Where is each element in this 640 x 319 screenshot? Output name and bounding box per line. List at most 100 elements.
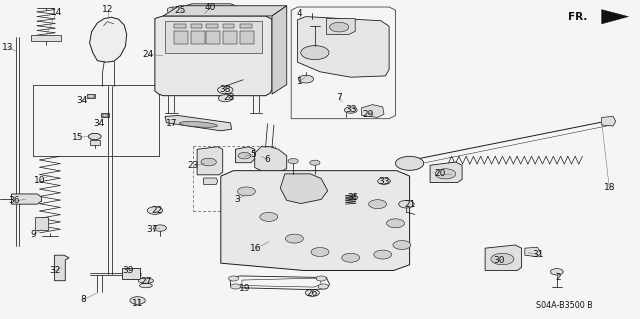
Circle shape	[491, 253, 514, 265]
Circle shape	[230, 284, 241, 289]
Text: 12: 12	[102, 5, 113, 14]
Bar	[223, 24, 234, 28]
Polygon shape	[186, 4, 236, 13]
Polygon shape	[12, 194, 42, 204]
Circle shape	[218, 95, 232, 102]
Text: 7: 7	[337, 93, 342, 102]
Polygon shape	[485, 245, 522, 271]
Bar	[240, 24, 252, 28]
Text: 32: 32	[49, 266, 61, 275]
Polygon shape	[197, 147, 223, 175]
Text: 35: 35	[348, 193, 359, 202]
Text: 10: 10	[34, 176, 45, 185]
Circle shape	[318, 284, 328, 289]
Text: 21: 21	[404, 200, 415, 209]
Circle shape	[237, 187, 255, 196]
Circle shape	[238, 152, 251, 159]
Polygon shape	[298, 17, 389, 77]
Polygon shape	[326, 19, 355, 34]
Bar	[90, 140, 100, 145]
Text: 40: 40	[204, 4, 216, 12]
Text: 36: 36	[8, 197, 20, 205]
Text: 18: 18	[604, 183, 615, 192]
Text: 9: 9	[31, 230, 36, 239]
Polygon shape	[430, 162, 462, 182]
Polygon shape	[602, 10, 628, 24]
Bar	[174, 24, 186, 28]
Circle shape	[316, 276, 326, 281]
Text: 16: 16	[250, 244, 262, 253]
Polygon shape	[255, 147, 287, 173]
Text: 33: 33	[378, 177, 390, 186]
Circle shape	[374, 250, 392, 259]
Polygon shape	[236, 147, 255, 163]
Circle shape	[218, 86, 233, 94]
Text: 26: 26	[307, 289, 318, 298]
Text: 37: 37	[147, 225, 158, 234]
Circle shape	[168, 7, 180, 13]
Bar	[174, 31, 188, 44]
Polygon shape	[101, 113, 109, 117]
Circle shape	[260, 212, 278, 221]
Circle shape	[396, 156, 424, 170]
Text: 3: 3	[234, 195, 239, 204]
Text: 4: 4	[297, 9, 302, 18]
Bar	[197, 6, 204, 8]
Bar	[216, 6, 223, 8]
Text: 33: 33	[345, 105, 356, 114]
Polygon shape	[362, 105, 384, 117]
Circle shape	[342, 253, 360, 262]
Polygon shape	[272, 6, 287, 94]
Polygon shape	[163, 6, 287, 16]
Circle shape	[305, 289, 319, 296]
Text: 30: 30	[493, 256, 505, 265]
Bar	[206, 6, 212, 8]
Text: S04A-B3500 B: S04A-B3500 B	[536, 301, 593, 310]
Circle shape	[435, 169, 456, 179]
Polygon shape	[204, 178, 218, 184]
Circle shape	[301, 46, 329, 60]
Bar	[191, 24, 202, 28]
Text: 23: 23	[188, 161, 199, 170]
Text: 14: 14	[51, 8, 62, 17]
Text: 19: 19	[239, 284, 250, 293]
Circle shape	[201, 158, 216, 166]
Ellipse shape	[138, 278, 154, 283]
Bar	[206, 24, 218, 28]
Circle shape	[130, 297, 145, 304]
Polygon shape	[35, 217, 48, 230]
Bar	[240, 31, 254, 44]
Circle shape	[288, 159, 298, 164]
Polygon shape	[87, 94, 95, 98]
Circle shape	[393, 241, 411, 249]
Text: 24: 24	[143, 50, 154, 59]
Circle shape	[378, 178, 390, 184]
Text: 22: 22	[151, 206, 163, 215]
Text: 31: 31	[532, 250, 543, 259]
Polygon shape	[280, 174, 328, 204]
Bar	[191, 31, 205, 44]
Text: 25: 25	[175, 6, 186, 15]
Text: 13: 13	[2, 43, 13, 52]
Circle shape	[87, 94, 95, 98]
Circle shape	[330, 22, 349, 32]
Circle shape	[154, 225, 166, 231]
Circle shape	[88, 133, 101, 140]
Text: FR.: FR.	[568, 11, 588, 22]
Text: 8: 8	[81, 295, 86, 304]
Polygon shape	[165, 21, 262, 53]
Text: 38: 38	[220, 85, 231, 94]
Polygon shape	[221, 171, 410, 271]
Polygon shape	[90, 17, 127, 62]
Polygon shape	[155, 16, 272, 96]
Circle shape	[311, 248, 329, 256]
Polygon shape	[54, 255, 69, 281]
Text: 34: 34	[93, 119, 105, 128]
Text: 17: 17	[166, 119, 177, 128]
Circle shape	[344, 107, 357, 113]
Circle shape	[285, 234, 303, 243]
Text: 34: 34	[76, 96, 88, 105]
Circle shape	[399, 200, 414, 208]
Circle shape	[369, 200, 387, 209]
Circle shape	[298, 75, 314, 83]
